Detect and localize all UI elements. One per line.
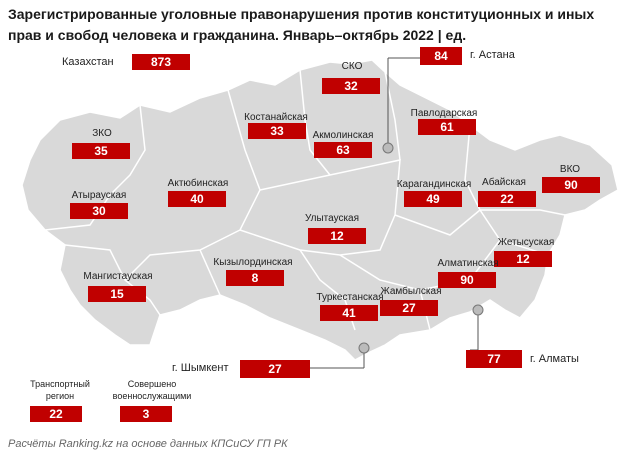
border-kostanay-akmola xyxy=(299,69,331,176)
aktobe-label: Актюбинская xyxy=(167,178,229,189)
turkestan-label: Туркестанская xyxy=(316,292,384,303)
aktobe-value: 40 xyxy=(168,191,226,207)
astana-label: г. Астана xyxy=(470,49,515,61)
abay-label: Абайская xyxy=(482,177,526,188)
ulytau-label: Улытауская xyxy=(304,213,360,224)
border-ulytau xyxy=(239,159,401,256)
sko-value: 32 xyxy=(322,78,380,94)
almaty-marker xyxy=(472,304,484,316)
turkestan-value: 41 xyxy=(320,305,378,321)
astana-marker xyxy=(382,142,394,154)
transport-value: 22 xyxy=(30,406,82,422)
military-value: 3 xyxy=(120,406,172,422)
sko-label: СКО xyxy=(341,61,363,72)
almaty-value: 77 xyxy=(466,350,522,368)
akmola-label: Акмолинская xyxy=(312,130,374,141)
zhambyl-value: 27 xyxy=(380,300,438,316)
zhetysu-label: Жетысуская xyxy=(497,237,555,248)
atyrau-label: Атырауская xyxy=(71,190,127,201)
akmola-value: 63 xyxy=(314,142,372,158)
zhetysu-value: 12 xyxy=(494,251,552,267)
mangystau-label: Мангистауская xyxy=(83,271,153,282)
almaty-obl-value: 90 xyxy=(438,272,496,288)
transport-label: Транспортный регион xyxy=(30,379,90,401)
almaty-label: г. Алматы xyxy=(530,353,579,365)
kyzylorda-label: Кызылординская xyxy=(213,257,293,268)
source-footnote: Расчёты Ranking.kz на основе данных КПСи… xyxy=(8,438,288,450)
pavlodar-value: 61 xyxy=(418,119,476,135)
zhambyl-label: Жамбылская xyxy=(380,286,442,297)
atyrau-value: 30 xyxy=(70,203,128,219)
pavlodar-label: Павлодарская xyxy=(410,108,478,119)
shymkent-marker xyxy=(358,342,370,354)
border-kyzylorda xyxy=(199,249,221,296)
shymkent-value: 27 xyxy=(240,360,310,378)
vko-label: ВКО xyxy=(559,164,581,175)
kostanay-label: Костанайская xyxy=(244,112,308,123)
karaganda-value: 49 xyxy=(404,191,462,207)
mangystau-value: 15 xyxy=(88,286,146,302)
border-zko-aktobe xyxy=(109,104,146,196)
total-label: Казахстан xyxy=(62,56,114,68)
astana-value: 84 xyxy=(420,47,462,65)
total-value: 873 xyxy=(132,54,190,70)
zko-value: 35 xyxy=(72,143,130,159)
ulytau-value: 12 xyxy=(308,228,366,244)
almaty-obl-label: Алматинская xyxy=(437,258,499,269)
zko-label: ЗКО xyxy=(92,128,112,139)
border-almaty xyxy=(394,209,481,236)
abay-value: 22 xyxy=(478,191,536,207)
karaganda-label: Карагандинская xyxy=(396,179,472,190)
kostanay-value: 33 xyxy=(248,123,306,139)
chart-title: Зарегистрированные уголовные правонаруше… xyxy=(8,6,595,43)
kyzylorda-value: 8 xyxy=(226,270,284,286)
shymkent-label: г. Шымкент xyxy=(172,362,229,374)
vko-value: 90 xyxy=(542,177,600,193)
military-label: Совершено военнослужащими xyxy=(112,379,192,401)
